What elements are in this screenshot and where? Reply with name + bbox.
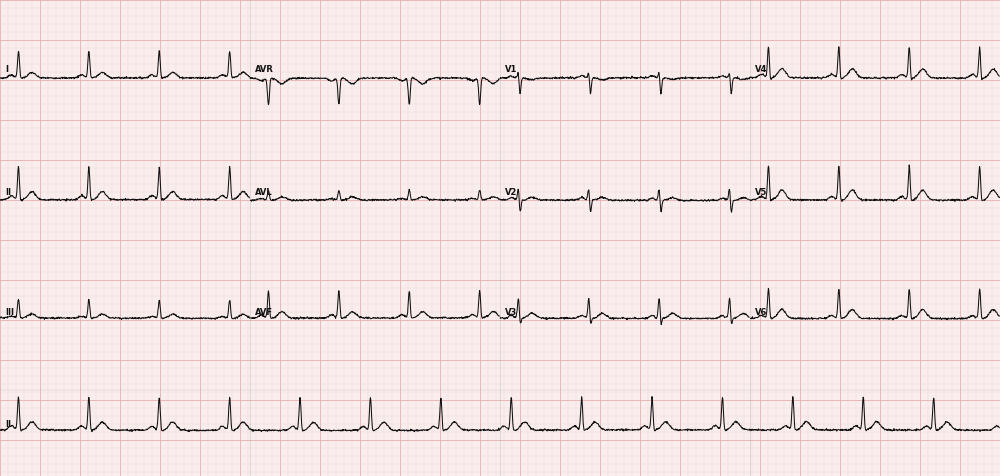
Text: II: II [5, 420, 11, 429]
Text: V5: V5 [755, 188, 767, 197]
Text: III: III [5, 308, 14, 317]
Text: AVR: AVR [255, 65, 274, 74]
Text: AVF: AVF [255, 308, 273, 317]
Text: II: II [5, 188, 11, 197]
Text: V3: V3 [505, 308, 517, 317]
Text: I: I [5, 65, 8, 74]
Text: V6: V6 [755, 308, 767, 317]
Text: V1: V1 [505, 65, 517, 74]
Text: AVL: AVL [255, 188, 273, 197]
Text: V4: V4 [755, 65, 767, 74]
Text: V2: V2 [505, 188, 517, 197]
